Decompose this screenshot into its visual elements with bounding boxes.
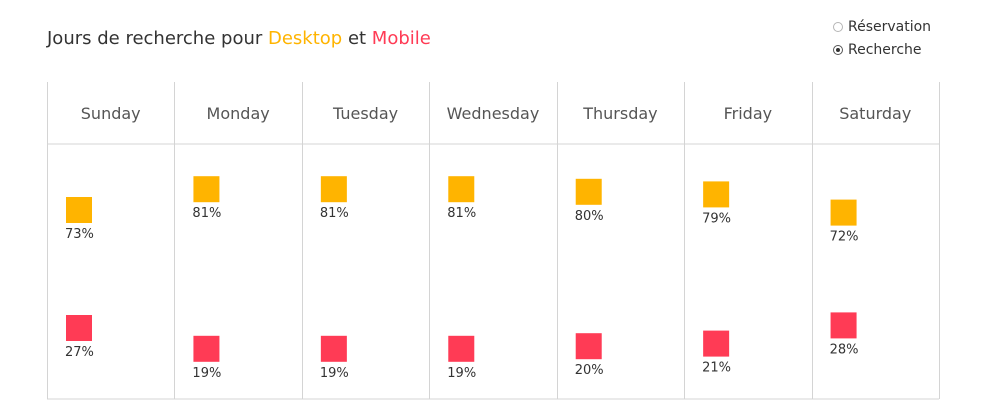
title-connector: et — [342, 28, 372, 49]
mobile-mark — [448, 335, 475, 362]
mobile-mark — [830, 312, 857, 339]
desktop-value-label: 81% — [447, 206, 476, 221]
mobile-mark — [703, 330, 730, 357]
desktop-mark — [193, 176, 220, 203]
mobile-value-label: 19% — [320, 366, 349, 381]
day-header: Sunday — [81, 104, 141, 123]
radio-button-icon[interactable] — [833, 44, 843, 55]
desktop-value-label: 79% — [702, 211, 731, 226]
mobile-value-label: 19% — [192, 366, 221, 381]
desktop-mark — [320, 176, 347, 203]
mobile-value-label: 19% — [447, 366, 476, 381]
desktop-value-label: 72% — [830, 230, 859, 245]
radio-option-reservation[interactable]: Réservation — [833, 15, 931, 38]
day-header: Thursday — [582, 104, 657, 123]
mobile-value-label: 21% — [702, 361, 731, 376]
radio-label-reservation: Réservation — [848, 18, 932, 35]
day-header: Friday — [724, 104, 773, 123]
desktop-mark — [703, 181, 730, 208]
desktop-value-label: 73% — [65, 227, 94, 242]
mobile-value-label: 28% — [830, 342, 859, 357]
desktop-value-label: 81% — [192, 206, 221, 221]
desktop-value-label: 81% — [320, 206, 349, 221]
desktop-mark — [66, 197, 92, 223]
title-prefix: Jours de recherche pour — [47, 28, 268, 49]
metric-toggle: Réservation Recherche — [833, 15, 931, 61]
mobile-mark — [320, 335, 347, 362]
desktop-mark — [575, 178, 602, 205]
desktop-mark — [830, 199, 857, 226]
mobile-mark — [575, 333, 602, 360]
mobile-value-label: 20% — [575, 363, 604, 378]
radio-label-recherche: Recherche — [848, 41, 922, 58]
title-desktop: Desktop — [267, 28, 343, 49]
radio-option-recherche[interactable]: Recherche — [833, 38, 931, 61]
day-header: Tuesday — [332, 104, 398, 123]
mobile-mark — [193, 335, 220, 362]
mobile-mark — [66, 315, 92, 341]
chart-title: Jours de recherche pour Desktop et Mobil… — [47, 28, 431, 49]
radio-button-icon[interactable] — [833, 21, 843, 32]
day-header: Wednesday — [447, 104, 540, 123]
title-mobile: Mobile — [371, 28, 431, 49]
mobile-value-label: 27% — [65, 345, 94, 360]
desktop-mark — [448, 176, 475, 203]
day-header: Monday — [207, 104, 270, 123]
day-header: Saturday — [839, 104, 911, 123]
desktop-value-label: 80% — [575, 209, 604, 224]
